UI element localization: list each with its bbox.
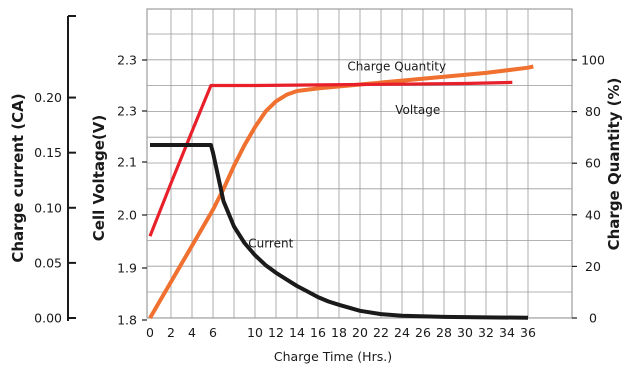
x-tick-label: 32 (478, 325, 494, 340)
quantity-tick-label: 60 (585, 156, 601, 171)
x-tick-label: 2 (167, 325, 175, 340)
current-tick-label: 0.00 (34, 311, 62, 326)
quantity-tick-label: 40 (585, 207, 601, 222)
voltage-tick-label: 1.9 (117, 261, 137, 276)
x-tick-label: 0 (146, 325, 154, 340)
quantity-tick-label: 20 (585, 259, 601, 274)
plot-frame (146, 8, 573, 319)
x-tick-label: 6 (209, 325, 217, 340)
x-tick-label: 34 (499, 325, 515, 340)
x-tick-label: 10 (247, 325, 263, 340)
x-tick-label: 4 (188, 325, 196, 340)
annotation-voltage: Voltage (395, 103, 440, 117)
annotation-current: Current (248, 236, 293, 250)
series-line-charge-quantity (148, 64, 534, 320)
current-tick-label: 0.05 (34, 255, 62, 270)
voltage-axis-title: Cell Voltage(V) (90, 115, 108, 241)
x-tick-label: 20 (352, 325, 368, 340)
voltage-tick-label: 2.3 (117, 53, 137, 68)
current-axis-title: Charge current (CA) (9, 93, 27, 262)
x-tick-label: 16 (310, 325, 326, 340)
x-tick-label: 18 (331, 325, 347, 340)
x-tick-label: 22 (373, 325, 389, 340)
x-tick-label: 12 (268, 325, 284, 340)
series-line-current (150, 143, 529, 320)
x-tick-label: 30 (457, 325, 473, 340)
voltage-tick-label: 1.8 (117, 313, 137, 328)
x-tick-label: 14 (289, 325, 305, 340)
plot-grid (146, 8, 573, 319)
quantity-tick-label: 80 (585, 104, 601, 119)
annotation-charge-quantity: Charge Quantity (347, 59, 446, 73)
current-tick-label: 0.20 (34, 90, 62, 105)
voltage-tick-label: 2.1 (117, 155, 137, 170)
x-tick-label: 26 (415, 325, 431, 340)
series-line-voltage (148, 80, 513, 237)
x-tick-label: 24 (394, 325, 410, 340)
voltage-tick-label: 2.0 (117, 208, 137, 223)
axes (67, 15, 577, 321)
x-tick-label: 36 (520, 325, 536, 340)
series-lines (148, 64, 534, 320)
quantity-tick-label: 100 (581, 53, 605, 68)
voltage-tick-label: 2.3 (117, 104, 137, 119)
quantity-axis-title: Charge Quantity (%) (605, 78, 623, 251)
current-tick-label: 0.10 (34, 200, 62, 215)
x-axis-title: Charge Time (Hrs.) (274, 349, 392, 364)
quantity-tick-label: 0 (589, 311, 597, 326)
current-tick-label: 0.15 (34, 145, 62, 160)
x-tick-label: 28 (436, 325, 452, 340)
